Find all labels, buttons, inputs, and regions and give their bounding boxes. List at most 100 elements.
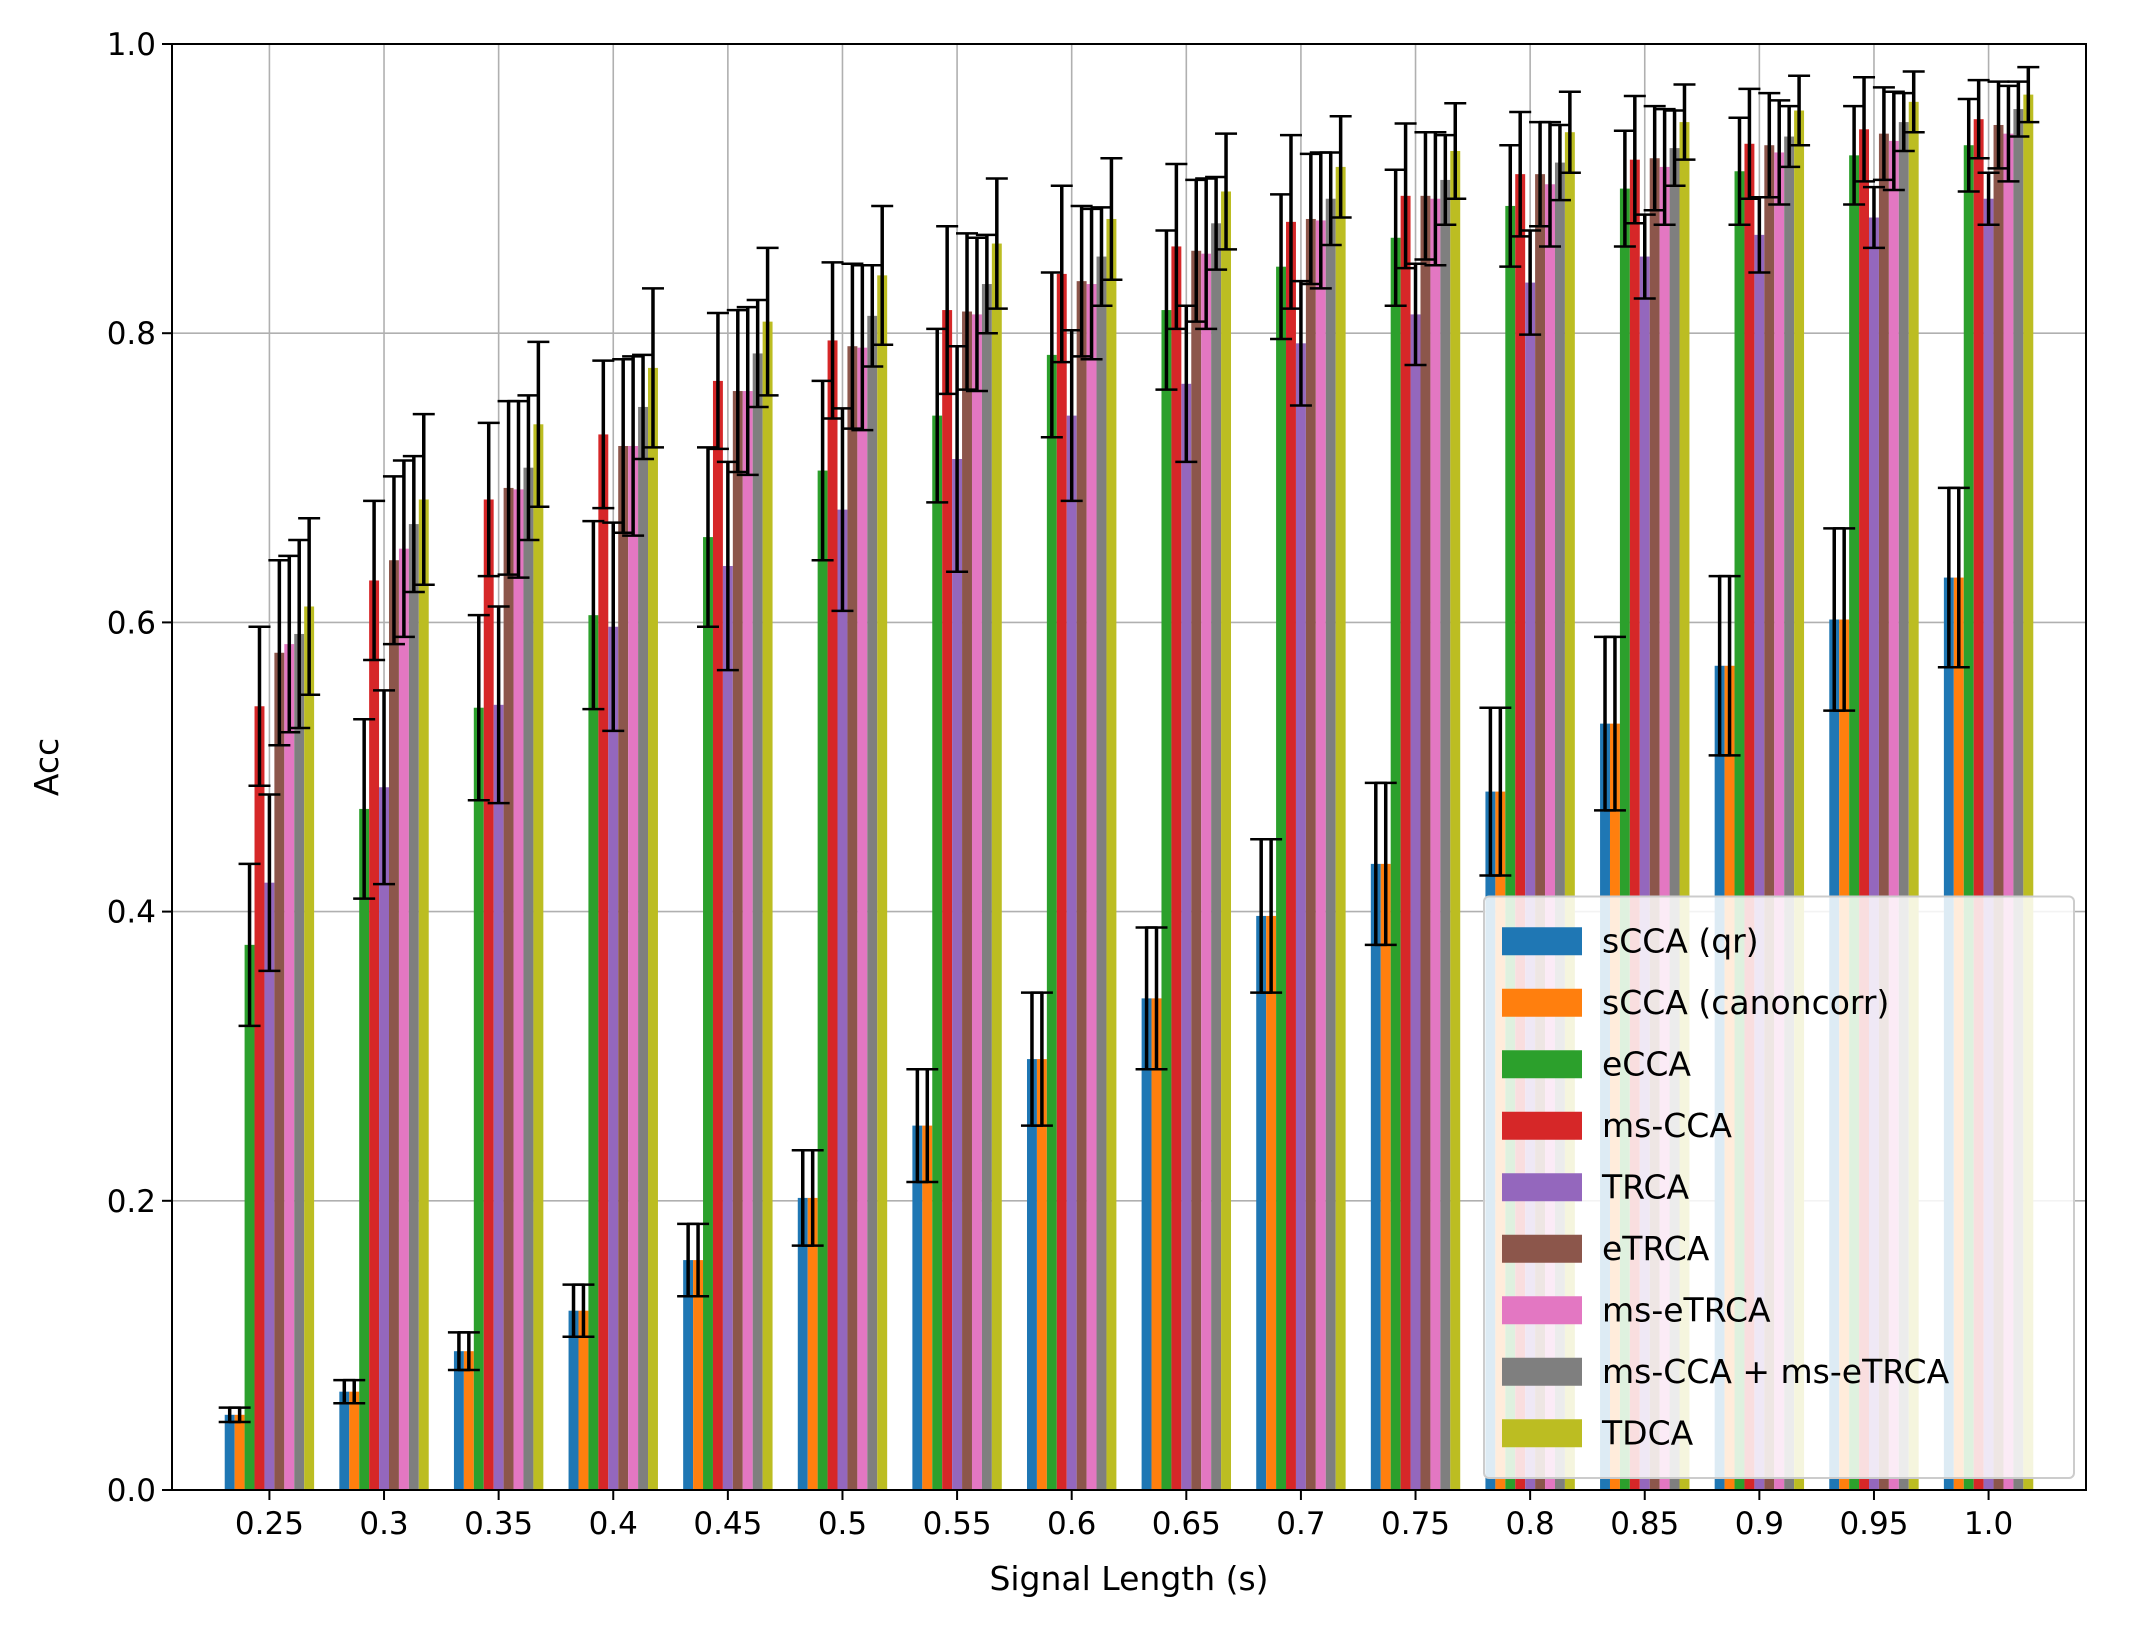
error-bar xyxy=(965,236,988,393)
error-bar xyxy=(1100,156,1123,281)
bar xyxy=(1878,133,1889,1491)
bar xyxy=(304,606,315,1490)
bar xyxy=(1266,915,1277,1490)
bar xyxy=(254,706,265,1490)
bar xyxy=(2003,133,2014,1491)
error-bar xyxy=(1329,115,1352,219)
error-bar xyxy=(238,862,261,1028)
error-bar xyxy=(2017,65,2040,124)
bar xyxy=(932,415,943,1490)
error-bar xyxy=(1778,104,1801,169)
x-tick-label: 0.5 xyxy=(818,1506,867,1542)
bar xyxy=(1305,218,1316,1490)
bar xyxy=(1639,256,1650,1490)
series-etrca xyxy=(274,124,2004,1491)
bar xyxy=(1898,122,1909,1491)
error-bar xyxy=(268,558,291,747)
error-bar xyxy=(831,407,854,613)
error-bar xyxy=(1633,213,1656,300)
bar xyxy=(1505,205,1516,1490)
error-bars-layer xyxy=(218,65,2040,1424)
error-bar xyxy=(258,793,281,973)
bar xyxy=(1649,158,1660,1490)
error-bar xyxy=(632,353,655,461)
bar xyxy=(1410,314,1421,1491)
legend-entry: eTRCA xyxy=(1502,1229,1710,1268)
error-bar xyxy=(916,1067,939,1184)
error-bar xyxy=(756,246,779,397)
error-bar xyxy=(1768,99,1791,206)
error-bar xyxy=(1613,129,1636,248)
bar xyxy=(1535,174,1546,1490)
legend-label: sCCA (qr) xyxy=(1602,921,1759,960)
bar xyxy=(847,346,858,1490)
bar xyxy=(1086,284,1097,1490)
y-tick-label: 1.0 xyxy=(107,27,156,63)
bar xyxy=(379,787,389,1490)
bar xyxy=(1370,863,1381,1490)
error-bar xyxy=(1394,122,1417,270)
legend-swatch xyxy=(1502,988,1582,1017)
error-bar xyxy=(975,233,998,335)
bar xyxy=(1286,221,1296,1490)
x-tick-label: 0.95 xyxy=(1839,1506,1908,1542)
bar xyxy=(453,1351,464,1490)
error-bar xyxy=(956,232,979,391)
y-tick-label: 0.6 xyxy=(107,605,156,641)
bar xyxy=(618,445,629,1490)
x-tick-label: 0.55 xyxy=(923,1506,992,1542)
bar xyxy=(1211,223,1222,1491)
bar xyxy=(837,509,848,1490)
error-bar xyxy=(1195,177,1218,331)
legend-swatch xyxy=(1502,1234,1582,1263)
error-bar xyxy=(1050,184,1073,364)
series-tdca xyxy=(304,94,2034,1491)
error-bar xyxy=(343,1378,366,1405)
legend-items: sCCA (qr) sCCA (canoncorr) eCCA ms-CCA TRCA e… xyxy=(1502,921,1950,1452)
bar xyxy=(1525,282,1536,1491)
x-tick-label: 0.9 xyxy=(1735,1506,1784,1542)
error-bar xyxy=(1833,527,1856,712)
error-bar xyxy=(1623,94,1646,225)
bar xyxy=(1554,162,1565,1490)
bar xyxy=(971,314,982,1491)
bar xyxy=(1066,415,1077,1490)
bar xyxy=(1221,191,1232,1491)
error-bar xyxy=(1070,204,1093,358)
error-bar xyxy=(1279,133,1302,310)
legend-swatch xyxy=(1502,1357,1582,1386)
bar xyxy=(1515,174,1526,1490)
x-tick-label: 1.0 xyxy=(1964,1506,2013,1542)
error-bar xyxy=(1499,143,1522,268)
legend-entry: TDCA xyxy=(1502,1413,1694,1452)
bar xyxy=(1973,119,1984,1490)
bar xyxy=(703,537,713,1490)
error-bar xyxy=(1603,635,1626,812)
bar xyxy=(1764,145,1775,1491)
legend-swatch xyxy=(1502,1111,1582,1140)
bar xyxy=(1440,179,1451,1491)
bar xyxy=(877,275,888,1490)
error-bar xyxy=(1673,83,1696,161)
bar xyxy=(224,1414,235,1490)
bar xyxy=(608,626,619,1490)
error-bar xyxy=(841,262,864,430)
bar xyxy=(244,944,255,1490)
bar xyxy=(807,1197,818,1490)
bar xyxy=(473,707,484,1490)
legend-label: eCCA xyxy=(1602,1044,1691,1083)
error-bar xyxy=(1444,102,1467,200)
error-bar xyxy=(1539,120,1562,248)
bar xyxy=(1056,273,1067,1490)
legend-swatch xyxy=(1502,1419,1582,1448)
y-tick-label: 0.0 xyxy=(107,1473,156,1509)
bar xyxy=(1888,140,1899,1491)
bar xyxy=(1295,343,1306,1490)
error-bar xyxy=(1788,74,1811,147)
legend-label: eTRCA xyxy=(1602,1229,1710,1268)
bar xyxy=(1315,220,1326,1491)
legend-label: ms-eTRCA xyxy=(1602,1290,1771,1329)
error-bar xyxy=(1718,574,1741,757)
bar xyxy=(1420,195,1431,1491)
